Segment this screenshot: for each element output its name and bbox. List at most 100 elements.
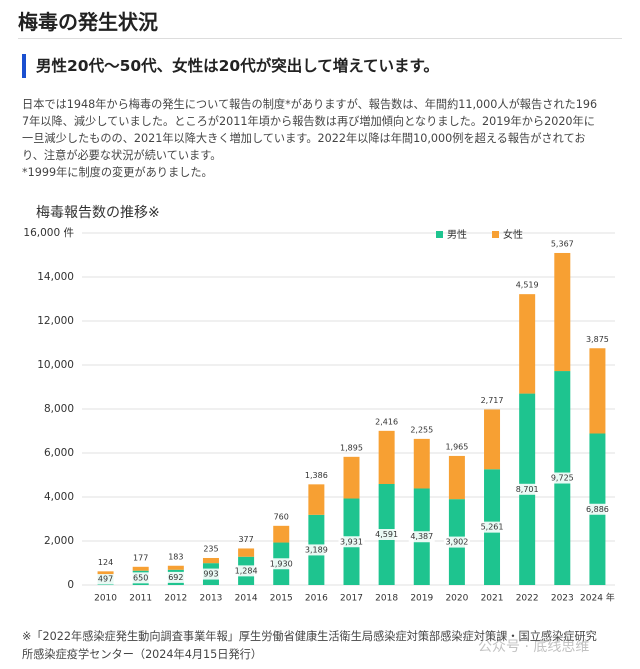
data-label: 4,591 [375, 530, 398, 539]
text-line: 所感染症疫学センター（2024年4月15日発行） [22, 648, 263, 661]
data-label: 4,387 [410, 532, 433, 541]
x-tick-label: 2020 [445, 594, 468, 604]
data-label: 993 [203, 570, 218, 579]
label-bg [338, 536, 365, 548]
x-tick-label: 2022 [516, 594, 539, 604]
x-tick-label: 2014 [235, 594, 258, 604]
y-tick-label: 12,000 [37, 315, 74, 327]
x-tick-label: 2016 [305, 594, 328, 604]
data-label: 6,886 [586, 505, 609, 514]
label-bg [197, 568, 224, 580]
x-tick-label: 2010 [94, 594, 117, 604]
data-label: 235 [203, 544, 218, 553]
bar-segment [132, 566, 149, 571]
text-line: 日本では1948年から梅毒の発生について報告の制度*がありますが、報告数は、年間… [22, 98, 598, 111]
text-line: り、注意が必要な状況が続いています。 [22, 149, 222, 162]
data-label: 1,965 [445, 442, 468, 451]
data-label: 692 [168, 573, 183, 582]
x-tick-label: 2023 [551, 594, 574, 604]
legend-label: 女性 [503, 228, 523, 241]
text-line: 一旦減少したものの、2021年以降大きく増加しています。2022年以降は年間10… [22, 132, 586, 145]
bar-segment [448, 455, 465, 500]
x-tick-label: 2019 [410, 594, 433, 604]
data-label: 3,902 [445, 538, 468, 547]
data-label: 3,875 [586, 335, 609, 344]
x-tick-label: 2013 [200, 594, 223, 604]
divider [18, 38, 622, 39]
x-tick-label: 2012 [164, 594, 187, 604]
label-bg [549, 472, 576, 484]
watermark: 公众号 · 底线思维 [478, 639, 590, 655]
label-bg [584, 503, 611, 515]
data-label: 3,189 [305, 545, 328, 554]
data-label: 9,725 [551, 474, 574, 483]
bar-segment [167, 565, 184, 570]
data-label: 124 [98, 558, 113, 567]
data-label: 1,284 [235, 566, 258, 575]
legend-swatch [436, 231, 443, 238]
y-tick-label: 14,000 [37, 271, 74, 283]
data-label: 4,519 [516, 281, 539, 290]
data-label: 2,255 [410, 425, 433, 434]
data-label: 5,261 [481, 523, 504, 532]
data-label: 8,701 [516, 485, 539, 494]
label-bg [92, 573, 119, 585]
label-bg [268, 558, 295, 570]
footnote: ※「2022年感染症発生動向調査事業年報」厚生労働省健康生活衛生局感染症対策部感… [22, 628, 622, 664]
label-bg [162, 571, 189, 583]
bar-segment [343, 456, 360, 499]
y-tick-label: 16,000 件 [23, 227, 74, 239]
bar-segment [413, 438, 430, 489]
x-tick-label: 2011 [129, 594, 152, 604]
y-tick-label: 10,000 [37, 359, 74, 371]
y-tick-label: 2,000 [44, 535, 74, 547]
page-title: 梅毒の発生状況 [18, 10, 158, 34]
label-bg [303, 544, 330, 556]
data-label: 177 [133, 553, 148, 562]
y-tick-label: 6,000 [44, 447, 74, 459]
x-tick-label: 2015 [270, 594, 293, 604]
legend-label: 男性 [447, 228, 467, 241]
data-label: 183 [168, 552, 183, 561]
bar-segment [202, 557, 219, 564]
text-line: ※「2022年感染症発生動向調査事業年報」厚生労働省健康生活衛生局感染症対策部感… [22, 630, 597, 643]
bar-segment [519, 294, 536, 394]
data-label: 377 [238, 535, 253, 544]
bar-segment [97, 571, 114, 575]
x-tick-label: 2018 [375, 594, 398, 604]
bar-segment [484, 409, 501, 470]
label-bg [233, 565, 260, 577]
data-label: 1,386 [305, 471, 328, 480]
data-label: 5,367 [551, 239, 574, 248]
legend-swatch [492, 231, 499, 238]
data-label: 1,895 [340, 443, 363, 452]
chart-title: 梅毒報告数の推移※ [36, 205, 160, 221]
y-tick-label: 8,000 [44, 403, 74, 415]
y-tick-label: 0 [67, 579, 74, 591]
x-tick-label: 2024 年 [580, 592, 615, 604]
data-label: 3,931 [340, 537, 363, 546]
x-tick-label: 2017 [340, 594, 363, 604]
data-label: 2,717 [481, 396, 504, 405]
data-label: 2,416 [375, 417, 398, 426]
text-line: *1999年に制度の変更がありました。 [22, 166, 213, 179]
label-bg [514, 483, 541, 495]
bar-segment [238, 548, 255, 557]
data-label: 650 [133, 573, 148, 582]
data-label: 1,930 [270, 559, 293, 568]
bar-segment [378, 430, 395, 484]
paragraph: 日本では1948年から梅毒の発生について報告の制度*がありますが、報告数は、年間… [22, 96, 622, 181]
label-bg [443, 536, 470, 548]
bar-segment [554, 252, 571, 372]
chart: 梅毒報告数の推移※ 0 2,000 4,000 6,000 8,000 10,000 12,… [23, 205, 615, 604]
x-tick-label: 2021 [481, 594, 504, 604]
data-label: 760 [274, 512, 289, 521]
label-bg [127, 572, 154, 584]
text-line: 7年以降、減少していました。ところが2011年頃から報告数は再び増加傾向となりま… [22, 115, 595, 128]
bar-segment [308, 484, 325, 515]
label-bg [479, 521, 506, 533]
label-bg [373, 528, 400, 540]
section-heading: 男性20代～50代、女性は20代が突出して増えています。 [22, 54, 439, 78]
label-bg [408, 531, 435, 543]
